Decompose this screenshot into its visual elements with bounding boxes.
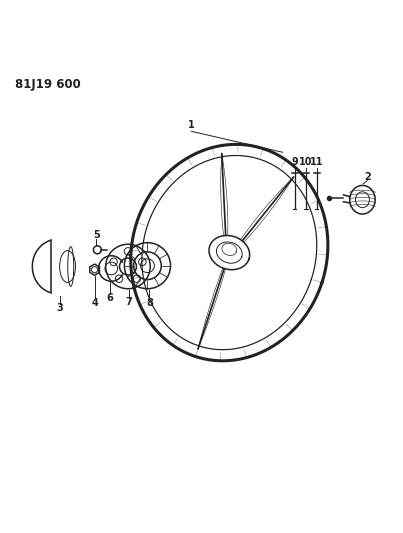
Text: 81J19 600: 81J19 600	[15, 78, 81, 91]
Text: 10: 10	[299, 157, 313, 167]
Text: 9: 9	[291, 157, 298, 167]
Text: 4: 4	[91, 298, 98, 309]
Text: 11: 11	[310, 157, 324, 167]
Text: 5: 5	[93, 230, 100, 240]
Text: 3: 3	[56, 303, 63, 313]
Text: 2: 2	[364, 172, 371, 182]
Text: 1: 1	[188, 120, 195, 130]
Text: 8: 8	[146, 298, 153, 309]
Text: 7: 7	[126, 297, 133, 307]
Text: 6: 6	[107, 293, 114, 303]
